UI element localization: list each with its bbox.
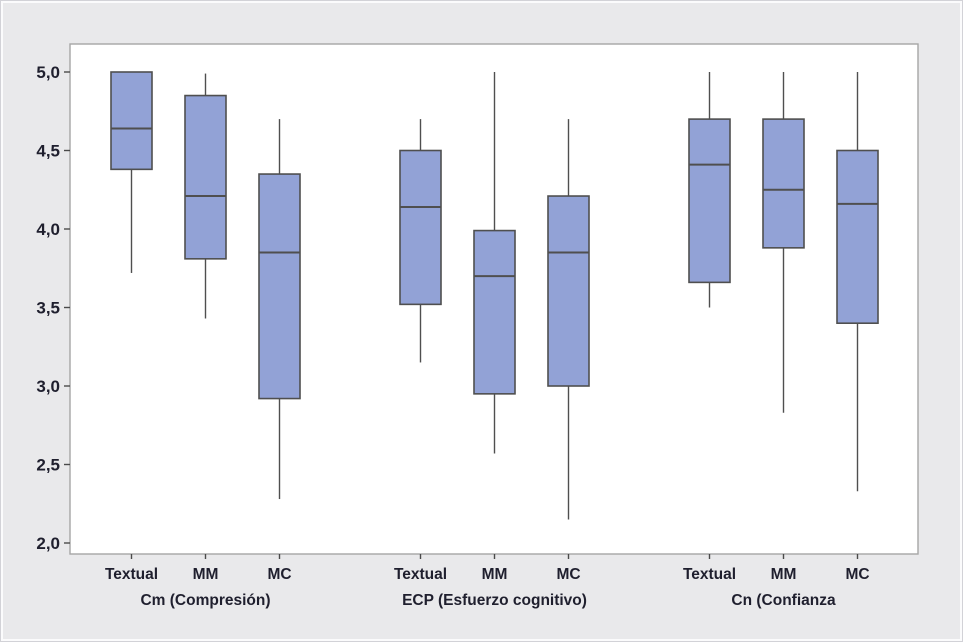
iqr-box	[110, 71, 153, 171]
iqr-box	[547, 195, 590, 387]
iqr-box	[258, 173, 301, 400]
boxplot-box	[547, 119, 590, 520]
x-axis-box-label: MM	[771, 566, 797, 583]
x-axis-box-label: MM	[193, 566, 219, 583]
y-axis-tick-label: 2,5	[36, 456, 60, 475]
boxplot-box	[688, 72, 731, 308]
y-axis-tick-label: 3,0	[36, 377, 60, 396]
y-axis-tick-label: 4,0	[36, 220, 60, 239]
iqr-box	[399, 149, 442, 306]
iqr-box	[184, 94, 227, 260]
x-axis-box-label: MC	[845, 566, 869, 583]
x-axis-group-label: ECP (Esfuerzo cognitivo)	[402, 592, 587, 609]
x-axis-group-label: Cm (Compresión)	[140, 592, 270, 609]
y-axis-tick-label: 4,5	[36, 142, 60, 161]
x-axis-box-label: MM	[482, 566, 508, 583]
x-axis-box-label: MC	[267, 566, 291, 583]
iqr-box	[836, 149, 879, 324]
boxplot-box	[110, 71, 153, 273]
boxplot-box	[399, 119, 442, 363]
iqr-box	[762, 118, 805, 249]
boxplot-box	[836, 72, 879, 492]
x-axis-box-label: Textual	[683, 566, 736, 583]
y-axis-tick-label: 2,0	[36, 534, 60, 553]
y-axis-tick-label: 3,5	[36, 299, 60, 318]
x-axis-box-label: Textual	[394, 566, 447, 583]
iqr-box	[688, 118, 731, 284]
graph-canvas: 5,0 4,5 4,0 3,5 3,0 2,5 2,0 Textual MM MC Cm (Comp…	[3, 3, 960, 639]
iqr-box	[473, 229, 516, 395]
boxplot-box	[762, 72, 805, 413]
y-axis-tick-label: 5,0	[36, 63, 60, 82]
x-axis-box-label: Textual	[105, 566, 158, 583]
boxplot-box	[258, 119, 301, 500]
boxplot-box	[184, 73, 227, 319]
x-axis-group-label: Cn (Confianza	[731, 592, 836, 609]
x-axis-box-label: MC	[556, 566, 580, 583]
boxplot-box	[473, 72, 516, 454]
boxplot-chart: 5,0 4,5 4,0 3,5 3,0 2,5 2,0 Textual MM MC Cm (Comp…	[36, 43, 919, 609]
